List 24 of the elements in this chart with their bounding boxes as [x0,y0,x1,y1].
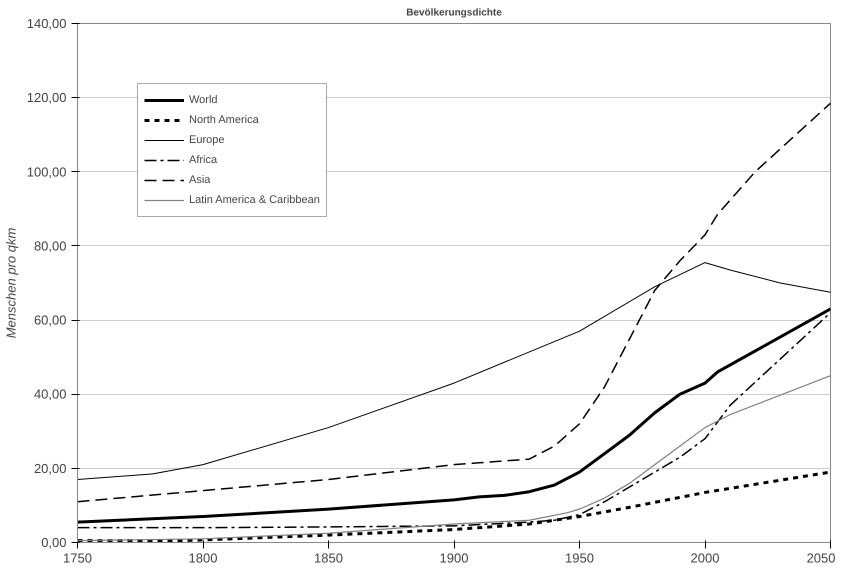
legend-label: Europe [189,134,224,146]
y-tick-label: 120,00 [26,90,67,106]
y-axis-title: Menschen pro qkm [4,228,19,338]
x-tick-label: 1900 [440,550,468,566]
y-tick-label: 140,00 [26,16,67,31]
y-tick-label: 100,00 [26,164,67,180]
x-tick-label: 1800 [188,550,218,566]
x-tick-label: 2050 [806,550,836,566]
y-tick-label: 40,00 [34,386,67,402]
x-tick-label: 1850 [314,550,343,566]
legend-label: Latin America & Caribbean [189,194,320,206]
x-tick-label: 1950 [565,550,594,566]
legend-label: North America [189,114,259,126]
y-tick-label: 0,00 [41,535,67,550]
legend-label: Africa [189,154,218,166]
y-tick-label: 20,00 [34,460,67,476]
x-tick-label: 2000 [690,550,720,566]
legend-label: Asia [189,174,210,186]
y-tick-label: 60,00 [34,312,67,328]
x-tick-label: 1750 [63,550,92,566]
legend-label: World [189,94,218,106]
line-series [78,102,830,502]
chart-title: Bevölkerungsdichte [406,8,502,18]
y-tick-label: 80,00 [34,238,67,254]
